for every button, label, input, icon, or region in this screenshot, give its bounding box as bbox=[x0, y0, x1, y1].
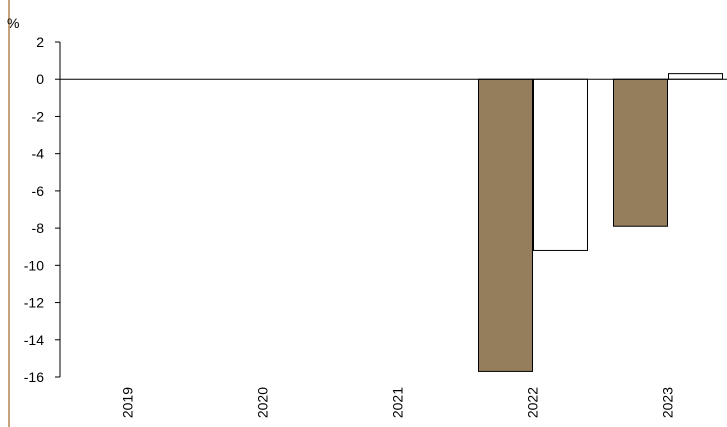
bar-series-1-2023 bbox=[613, 78, 668, 227]
y-tick-label: -14 bbox=[24, 332, 44, 348]
y-tick-label: 0 bbox=[36, 71, 44, 87]
bars-group bbox=[478, 73, 723, 372]
y-axis-ticks: 2 0 -2 -4 -6 -8 -10 -12 -14 -16 bbox=[24, 34, 60, 385]
y-axis-unit-label: % bbox=[7, 15, 19, 31]
x-axis-labels: 2019 2020 2021 2022 2023 bbox=[120, 387, 676, 418]
y-tick-label: -6 bbox=[32, 183, 45, 199]
y-tick-label: -2 bbox=[32, 108, 45, 124]
bar-series-2-2023 bbox=[668, 73, 723, 80]
x-category-label: 2020 bbox=[255, 387, 271, 418]
y-tick-label: -16 bbox=[24, 369, 44, 385]
y-tick-label: -8 bbox=[32, 220, 45, 236]
x-category-label: 2022 bbox=[525, 387, 541, 418]
y-tick-label: -4 bbox=[32, 146, 45, 162]
x-category-label: 2023 bbox=[660, 387, 676, 418]
y-tick-label: -10 bbox=[24, 257, 44, 273]
left-accent-rule bbox=[8, 0, 10, 427]
bar-series-2-2022 bbox=[533, 78, 588, 251]
bar-series-1-2022 bbox=[478, 78, 533, 372]
y-tick-label: -12 bbox=[24, 295, 44, 311]
y-tick-label: 2 bbox=[36, 34, 44, 50]
x-category-label: 2019 bbox=[120, 387, 136, 418]
x-category-label: 2021 bbox=[390, 387, 406, 418]
